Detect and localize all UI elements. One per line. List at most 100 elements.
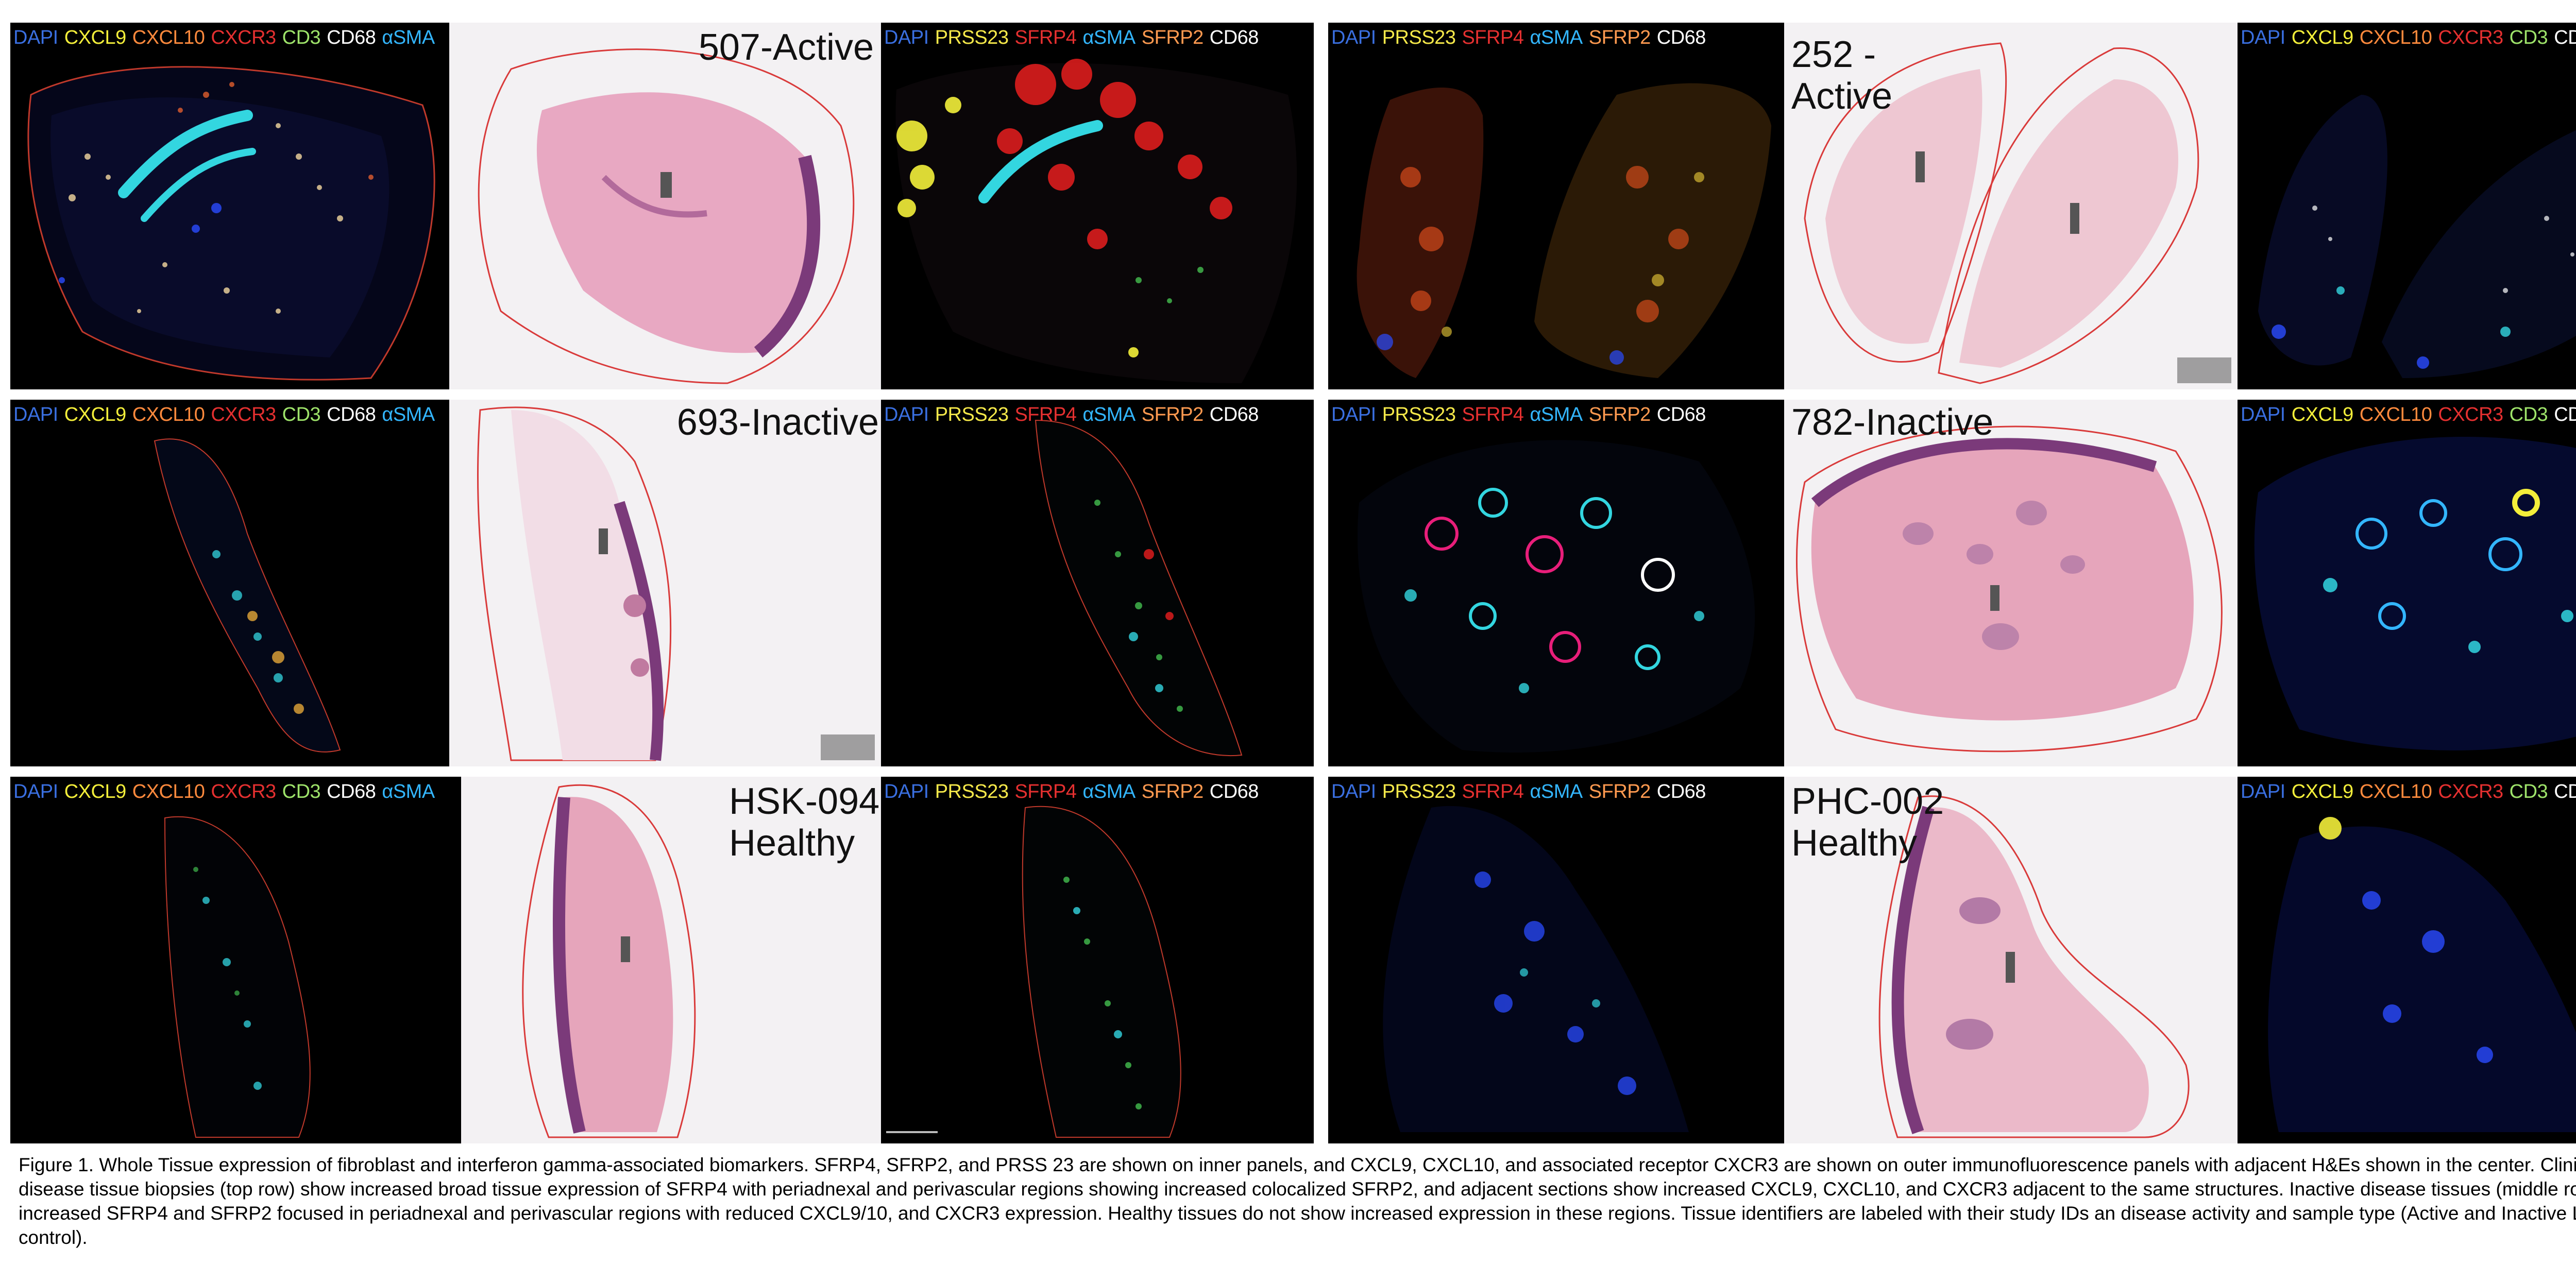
tissue-fluorescence-image <box>1357 83 1771 378</box>
legend-cd68: CD68 <box>1656 27 1706 48</box>
he-panel-hsk094: HSK-094 Healthy <box>461 777 881 1143</box>
legend-cxcl10: CXCL10 <box>2359 781 2432 802</box>
legend-dapi: DAPI <box>2241 27 2285 48</box>
sample-label-252: 252 - Active <box>1791 34 1892 117</box>
sample-label-693: 693-Inactive <box>677 402 879 443</box>
he-panel-phc002: PHC-002 Healthy <box>1784 777 2238 1143</box>
legend-cxcl10: CXCL10 <box>132 781 205 802</box>
legend-cd68: CD68 <box>1209 27 1259 48</box>
scale-bar <box>821 734 875 760</box>
legend-prss23: PRSS23 <box>935 404 1009 425</box>
tissue-fluorescence-image <box>1383 806 1689 1132</box>
figure-caption: Figure 1. Whole Tissue expression of fib… <box>19 1154 2576 1248</box>
tissue-fluorescence-image <box>2258 95 2576 378</box>
tissue-fluorescence-image <box>886 806 1181 1138</box>
he-stain-image <box>1878 795 2190 1138</box>
legend-cd68: CD68 <box>1656 781 1706 802</box>
legend-cd68: CD68 <box>2554 27 2576 48</box>
legend-sfrp4: SFRP4 <box>1462 404 1524 425</box>
legend-sfrp4: SFRP4 <box>1014 27 1077 48</box>
legend-cd68: CD68 <box>1209 404 1259 425</box>
legend-sfrp2: SFRP2 <box>1141 781 1204 802</box>
legend-cd68: CD68 <box>327 27 376 48</box>
legend-cxcr3: CXCR3 <box>211 781 276 802</box>
legend-sfrp4: SFRP4 <box>1014 781 1077 802</box>
legend-sfrp2: SFRP2 <box>1588 781 1651 802</box>
legend-cxcr3: CXCR3 <box>211 27 276 48</box>
legend-cxcl9: CXCL9 <box>64 404 127 425</box>
inner-legend: DAPI PRSS23 SFRP4 αSMA SFRP2 CD68 <box>884 404 1265 426</box>
tissue-fluorescence-image <box>2268 817 2576 1132</box>
he-panel-782: 782-Inactive <box>1784 400 2238 766</box>
legend-sfrp2: SFRP2 <box>1141 27 1204 48</box>
he-panel-693: 693-Inactive <box>449 400 881 766</box>
legend-dapi: DAPI <box>2241 404 2285 425</box>
he-stain-image <box>1795 425 2223 753</box>
legend-cxcr3: CXCR3 <box>2438 27 2503 48</box>
if-panel-252-inner: DAPI PRSS23 SFRP4 αSMA SFRP2 CD68 <box>1328 23 1784 389</box>
tissue-fluorescence-image <box>1357 440 1755 753</box>
tissue-fluorescence-image <box>1035 419 1243 757</box>
legend-dapi: DAPI <box>1331 781 1376 802</box>
scale-bar <box>2177 357 2231 383</box>
sample-label-line1: 252 - <box>1791 34 1876 75</box>
legend-cxcr3: CXCR3 <box>2438 404 2503 425</box>
legend-cd68: CD68 <box>1209 781 1259 802</box>
legend-cd68: CD68 <box>327 404 376 425</box>
legend-cxcr3: CXCR3 <box>211 404 276 425</box>
legend-asma: αSMA <box>1530 404 1583 425</box>
legend-cd68: CD68 <box>327 781 376 802</box>
inner-legend: DAPI PRSS23 SFRP4 αSMA SFRP2 CD68 <box>884 781 1265 803</box>
inner-legend: DAPI PRSS23 SFRP4 αSMA SFRP2 CD68 <box>1331 404 1712 426</box>
legend-cd3: CD3 <box>282 27 321 48</box>
legend-cd68: CD68 <box>2554 404 2576 425</box>
legend-cxcl10: CXCL10 <box>132 404 205 425</box>
legend-cxcl9: CXCL9 <box>2291 404 2354 425</box>
legend-asma: αSMA <box>382 27 435 48</box>
legend-asma: αSMA <box>1082 404 1136 425</box>
inner-legend: DAPI PRSS23 SFRP4 αSMA SFRP2 CD68 <box>1331 27 1712 49</box>
he-panel-252: 252 - Active <box>1784 23 2238 389</box>
tissue-fluorescence-image <box>2254 437 2576 750</box>
if-panel-hsk094-outer: DAPI CXCL9 CXCL10 CXCR3 CD3 CD68 αSMA <box>10 777 461 1143</box>
legend-dapi: DAPI <box>13 404 58 425</box>
legend-asma: αSMA <box>1082 781 1136 802</box>
legend-cd3: CD3 <box>282 404 321 425</box>
sample-label-line1: HSK-094 <box>729 781 880 822</box>
legend-cxcl10: CXCL10 <box>2359 27 2432 48</box>
legend-cxcr3: CXCR3 <box>2438 781 2503 802</box>
sample-label-line1: 507-Active <box>698 27 874 68</box>
if-panel-782-inner: DAPI PRSS23 SFRP4 αSMA SFRP2 CD68 <box>1328 400 1784 766</box>
legend-prss23: PRSS23 <box>935 781 1009 802</box>
legend-asma: αSMA <box>382 781 435 802</box>
if-panel-693-inner: DAPI PRSS23 SFRP4 αSMA SFRP2 CD68 <box>881 400 1314 766</box>
legend-cd3: CD3 <box>2509 27 2548 48</box>
legend-prss23: PRSS23 <box>1382 781 1456 802</box>
tissue-fluorescence-image <box>27 66 435 381</box>
if-panel-693-outer: DAPI CXCL9 CXCL10 CXCR3 CD3 CD68 αSMA <box>10 400 449 766</box>
sample-label-phc002: PHC-002 Healthy <box>1791 781 1944 864</box>
legend-cxcl9: CXCL9 <box>64 27 127 48</box>
legend-sfrp2: SFRP2 <box>1588 404 1651 425</box>
sample-label-line2: Healthy <box>729 822 855 864</box>
sample-label-782: 782-Inactive <box>1791 402 1993 443</box>
legend-asma: αSMA <box>1530 27 1583 48</box>
legend-prss23: PRSS23 <box>935 27 1009 48</box>
legend-cd3: CD3 <box>2509 404 2548 425</box>
sample-label-507: 507-Active <box>699 27 874 69</box>
legend-cxcl9: CXCL9 <box>64 781 127 802</box>
legend-dapi: DAPI <box>1331 404 1376 425</box>
legend-dapi: DAPI <box>884 781 929 802</box>
legend-dapi: DAPI <box>1331 27 1376 48</box>
legend-cxcl9: CXCL9 <box>2291 781 2354 802</box>
legend-dapi: DAPI <box>884 404 929 425</box>
he-stain-image <box>1804 42 2199 384</box>
